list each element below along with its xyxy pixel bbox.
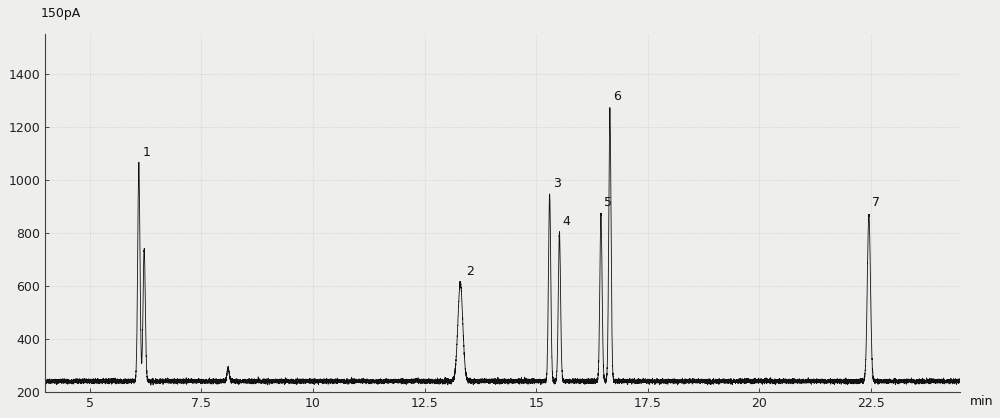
Text: 1: 1 (142, 146, 150, 159)
Text: 4: 4 (563, 214, 570, 227)
Text: min: min (970, 395, 993, 408)
Text: 6: 6 (613, 90, 621, 103)
Text: 5: 5 (604, 196, 612, 209)
Text: 3: 3 (553, 178, 561, 191)
Text: 7: 7 (872, 196, 880, 209)
Text: 2: 2 (466, 265, 474, 278)
Text: 150pA: 150pA (40, 7, 81, 20)
